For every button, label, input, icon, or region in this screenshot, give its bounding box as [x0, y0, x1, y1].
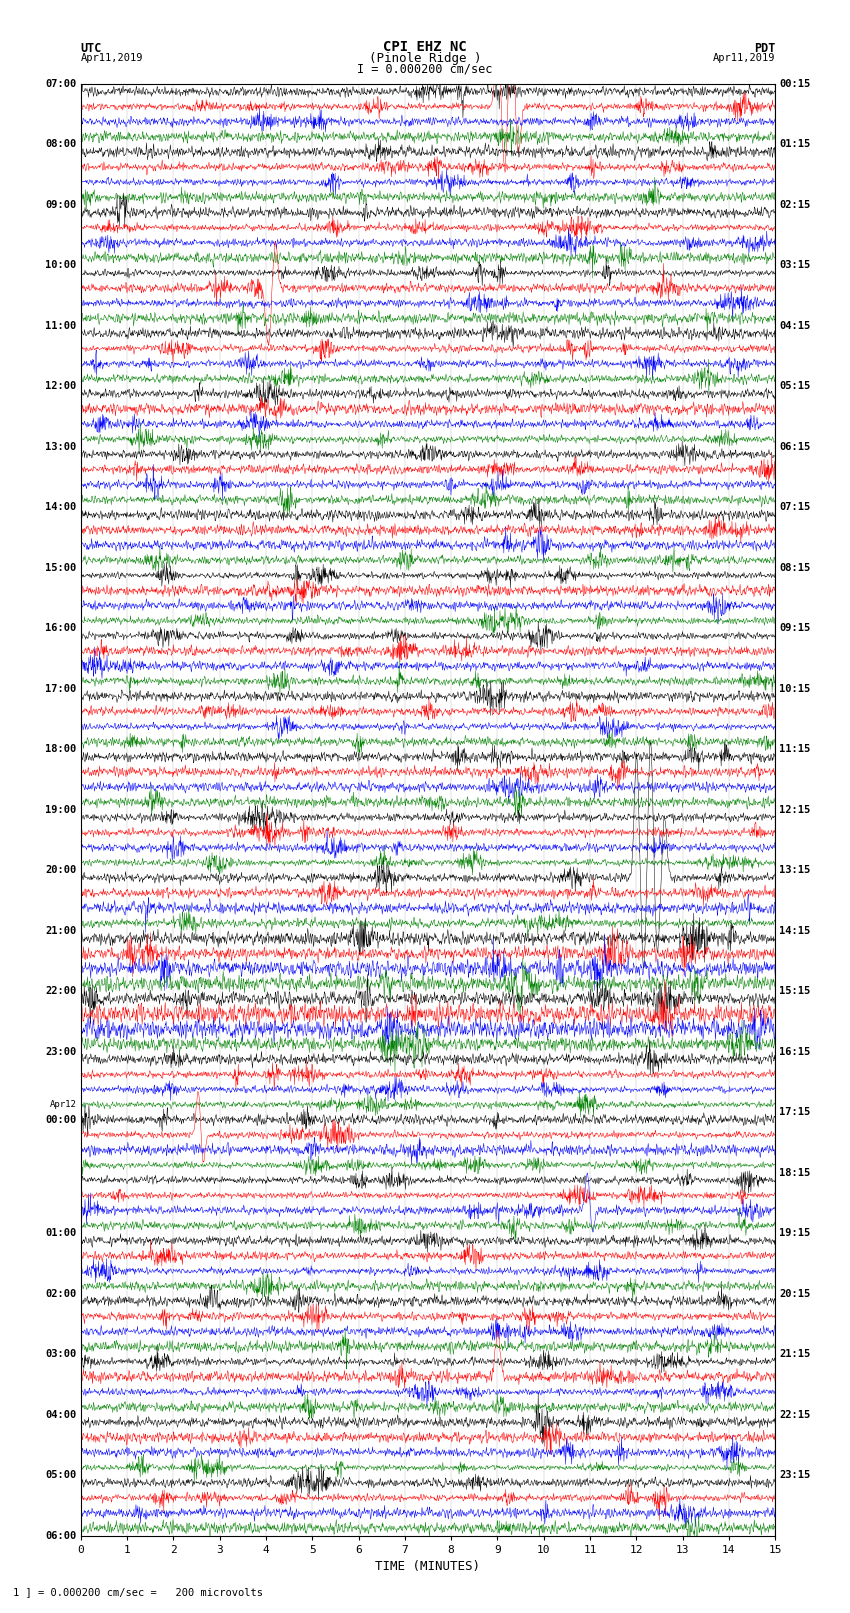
X-axis label: TIME (MINUTES): TIME (MINUTES): [376, 1560, 480, 1573]
Text: 04:15: 04:15: [779, 321, 811, 331]
Text: 23:15: 23:15: [779, 1469, 811, 1481]
Text: CPI EHZ NC: CPI EHZ NC: [383, 40, 467, 55]
Text: 02:15: 02:15: [779, 200, 811, 210]
Text: 08:15: 08:15: [779, 563, 811, 573]
Text: Apr12: Apr12: [49, 1100, 76, 1110]
Text: 10:00: 10:00: [45, 260, 76, 271]
Text: I = 0.000200 cm/sec: I = 0.000200 cm/sec: [357, 63, 493, 76]
Text: 12:00: 12:00: [45, 381, 76, 392]
Text: 19:15: 19:15: [779, 1227, 811, 1239]
Text: 1 ] = 0.000200 cm/sec =   200 microvolts: 1 ] = 0.000200 cm/sec = 200 microvolts: [13, 1587, 263, 1597]
Text: 13:15: 13:15: [779, 865, 811, 876]
Text: Apr11,2019: Apr11,2019: [712, 53, 775, 63]
Text: 12:15: 12:15: [779, 805, 811, 815]
Text: 15:00: 15:00: [45, 563, 76, 573]
Text: 09:00: 09:00: [45, 200, 76, 210]
Text: 07:00: 07:00: [45, 79, 76, 89]
Text: (Pinole Ridge ): (Pinole Ridge ): [369, 52, 481, 65]
Text: 20:00: 20:00: [45, 865, 76, 876]
Text: Apr11,2019: Apr11,2019: [81, 53, 144, 63]
Text: 11:00: 11:00: [45, 321, 76, 331]
Text: 15:15: 15:15: [779, 986, 811, 997]
Text: 07:15: 07:15: [779, 502, 811, 513]
Text: UTC: UTC: [81, 42, 102, 55]
Text: 00:00: 00:00: [45, 1116, 76, 1126]
Text: 00:15: 00:15: [779, 79, 811, 89]
Text: 01:15: 01:15: [779, 139, 811, 150]
Text: 17:15: 17:15: [779, 1107, 811, 1118]
Text: 05:00: 05:00: [45, 1469, 76, 1481]
Text: 22:15: 22:15: [779, 1410, 811, 1419]
Text: 04:00: 04:00: [45, 1410, 76, 1419]
Text: 03:15: 03:15: [779, 260, 811, 271]
Text: 17:00: 17:00: [45, 684, 76, 694]
Text: 01:00: 01:00: [45, 1227, 76, 1239]
Text: 23:00: 23:00: [45, 1047, 76, 1057]
Text: 21:15: 21:15: [779, 1348, 811, 1360]
Text: 21:00: 21:00: [45, 926, 76, 936]
Text: 14:15: 14:15: [779, 926, 811, 936]
Text: 20:15: 20:15: [779, 1289, 811, 1298]
Text: 16:15: 16:15: [779, 1047, 811, 1057]
Text: 19:00: 19:00: [45, 805, 76, 815]
Text: PDT: PDT: [754, 42, 775, 55]
Text: 18:00: 18:00: [45, 744, 76, 755]
Text: 06:00: 06:00: [45, 1531, 76, 1540]
Text: 14:00: 14:00: [45, 502, 76, 513]
Text: 16:00: 16:00: [45, 623, 76, 634]
Text: 11:15: 11:15: [779, 744, 811, 755]
Text: 03:00: 03:00: [45, 1348, 76, 1360]
Text: 18:15: 18:15: [779, 1168, 811, 1177]
Text: 10:15: 10:15: [779, 684, 811, 694]
Text: 22:00: 22:00: [45, 986, 76, 997]
Text: 02:00: 02:00: [45, 1289, 76, 1298]
Text: 06:15: 06:15: [779, 442, 811, 452]
Text: 09:15: 09:15: [779, 623, 811, 634]
Text: 13:00: 13:00: [45, 442, 76, 452]
Text: 05:15: 05:15: [779, 381, 811, 392]
Text: 08:00: 08:00: [45, 139, 76, 150]
